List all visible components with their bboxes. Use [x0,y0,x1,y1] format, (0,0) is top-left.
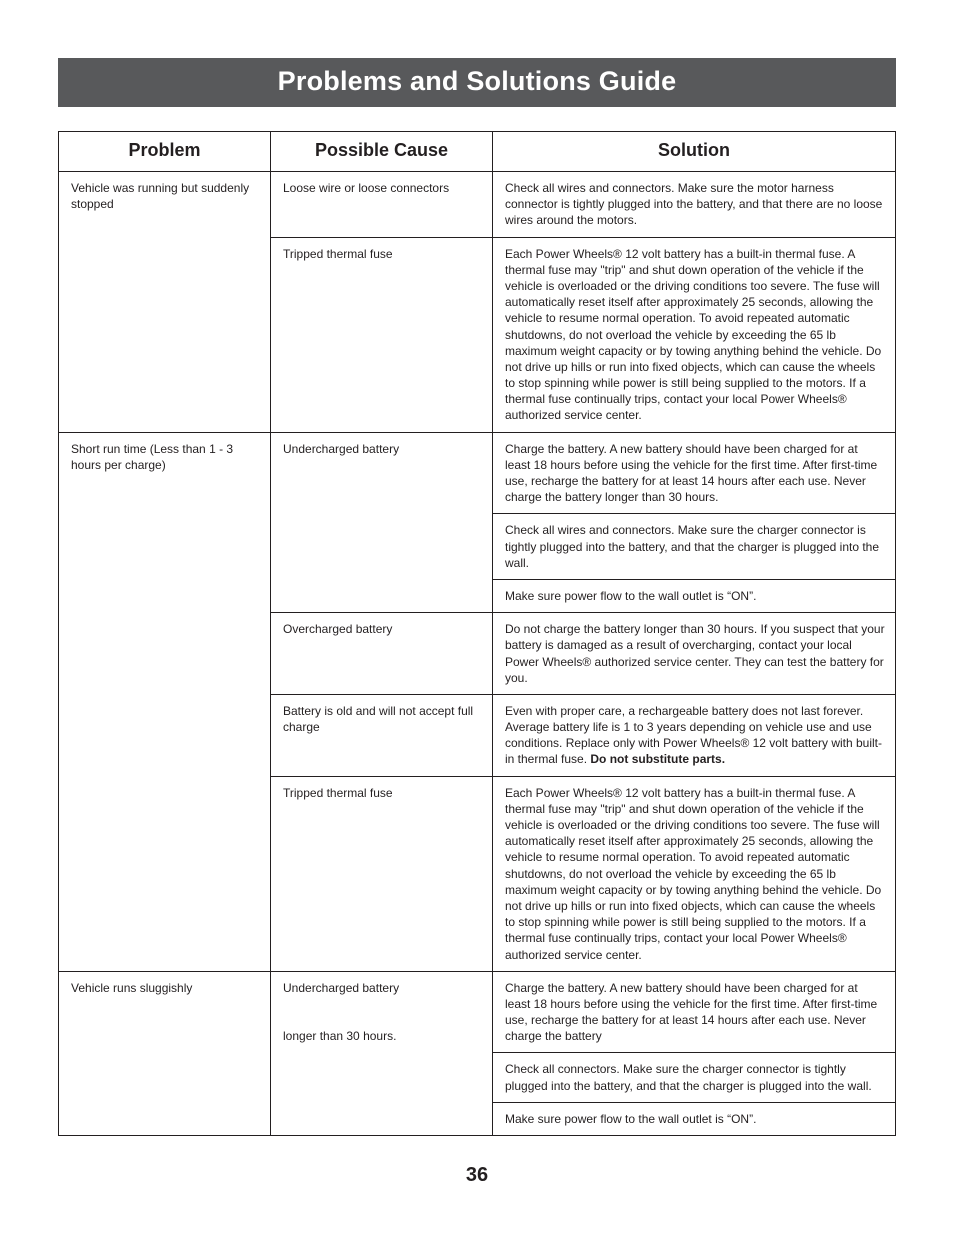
table-header-row: Problem Possible Cause Solution [59,132,896,172]
page-number: 36 [58,1164,896,1187]
header-solution: Solution [493,132,896,172]
header-problem: Problem [59,132,271,172]
cause-cell: Battery is old and will not accept full … [271,694,493,776]
solution-cell: Charge the battery. A new battery should… [493,971,896,1053]
table-row: Vehicle was running but suddenly stopped… [59,172,896,238]
problem-cell: Short run time (Less than 1 - 3 hours pe… [59,432,271,971]
cause-cell: Overcharged battery [271,613,493,695]
solution-cell: Even with proper care, a rechargeable ba… [493,694,896,776]
table-row: Vehicle runs sluggishlyUndercharged batt… [59,971,896,1053]
solution-cell: Charge the battery. A new battery should… [493,432,896,514]
cause-cell: Undercharged batterylonger than 30 hours… [271,971,493,1135]
solution-cell: Check all connectors. Make sure the char… [493,1053,896,1102]
page-title: Problems and Solutions Guide [58,58,896,107]
cause-cell: Loose wire or loose connectors [271,172,493,238]
header-cause: Possible Cause [271,132,493,172]
solution-cell: Do not charge the battery longer than 30… [493,613,896,695]
troubleshooting-table: Problem Possible Cause Solution Vehicle … [58,131,896,1136]
table-row: Short run time (Less than 1 - 3 hours pe… [59,432,896,514]
cause-cell: Undercharged battery [271,432,493,613]
solution-cell: Each Power Wheels® 12 volt battery has a… [493,776,896,971]
solution-cell: Make sure power flow to the wall outlet … [493,579,896,612]
solution-cell: Make sure power flow to the wall outlet … [493,1102,896,1135]
cause-cell: Tripped thermal fuse [271,237,493,432]
solution-cell: Check all wires and connectors. Make sur… [493,172,896,238]
document-page: Problems and Solutions Guide Problem Pos… [0,0,954,1217]
problem-cell: Vehicle runs sluggishly [59,971,271,1135]
solution-cell: Check all wires and connectors. Make sur… [493,514,896,580]
problem-cell: Vehicle was running but suddenly stopped [59,172,271,433]
solution-cell: Each Power Wheels® 12 volt battery has a… [493,237,896,432]
cause-cell: Tripped thermal fuse [271,776,493,971]
